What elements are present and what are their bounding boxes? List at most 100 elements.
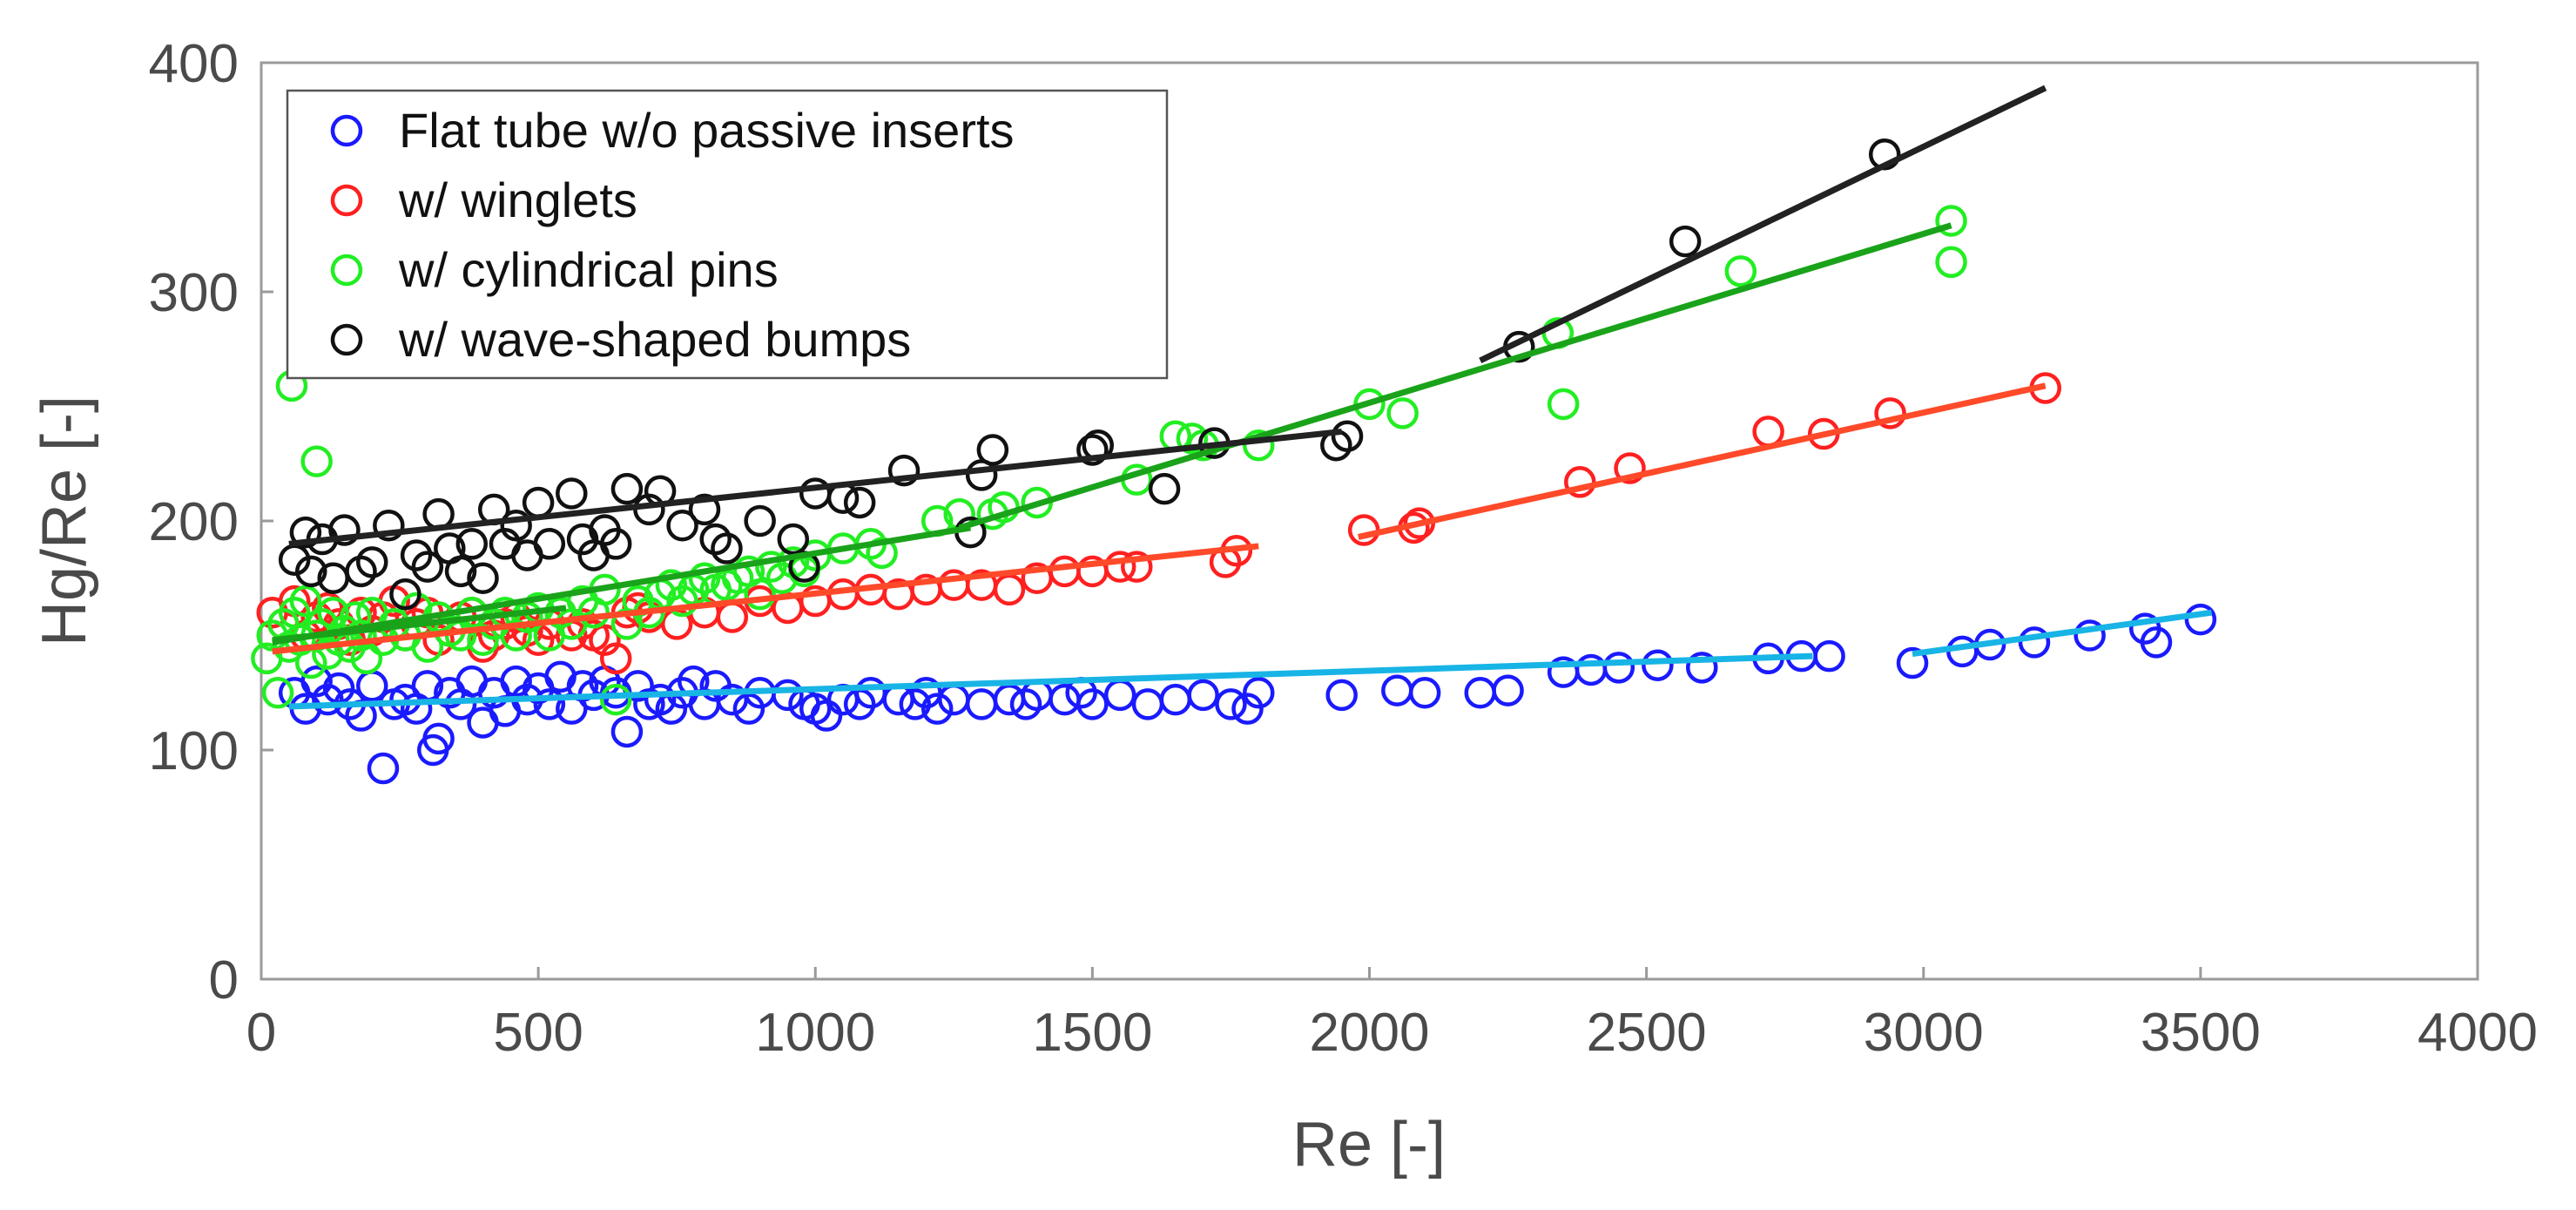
data-point (455, 528, 489, 560)
legend-label: w/ cylindrical pins (398, 242, 779, 297)
data-point (444, 555, 477, 588)
data-point (295, 555, 327, 588)
data-point (1331, 420, 1364, 452)
x-tick-label: 4000 (2418, 1003, 2538, 1063)
data-point (367, 752, 400, 785)
data-point (389, 578, 421, 611)
data-point (467, 562, 499, 594)
data-point (500, 619, 532, 652)
data-point (1215, 688, 1247, 720)
data-point (1148, 472, 1181, 505)
data-point (1935, 205, 1967, 237)
data-point (599, 642, 632, 675)
data-point (655, 569, 688, 601)
fit-line (1479, 84, 2047, 364)
data-point (1076, 434, 1109, 466)
y-tick-label: 300 (149, 263, 239, 323)
data-point (1243, 429, 1275, 462)
data-point (1103, 551, 1136, 583)
data-point (2074, 619, 2106, 652)
data-point (1724, 255, 1757, 287)
data-point (411, 551, 444, 583)
data-point (1896, 646, 1929, 679)
data-point (899, 688, 932, 720)
data-point (1686, 652, 1718, 684)
data-point (666, 585, 698, 618)
x-tick-label: 2500 (1587, 1003, 1707, 1063)
data-point (610, 715, 644, 748)
fit-line (1912, 609, 2213, 658)
series-0 (278, 603, 2217, 785)
legend-label: w/ wave-shaped bumps (398, 312, 911, 367)
data-point (1642, 649, 1674, 681)
legend-marker (330, 114, 363, 147)
fit-line (272, 605, 567, 644)
data-point (556, 477, 588, 510)
data-point (289, 585, 322, 618)
legend-marker (330, 184, 363, 217)
fit-line (958, 222, 1952, 531)
y-tick-label: 100 (149, 721, 239, 781)
axis-ticks: 0 500 1000 1500 2000 2500 3000 3500 4000 0 100 200 3… (149, 34, 2538, 1063)
data-point (300, 665, 333, 698)
data-point (1614, 452, 1646, 484)
data-point (744, 504, 776, 537)
data-point (533, 528, 566, 560)
data-point (1492, 674, 1524, 706)
legend-label: Flat tube w/o passive inserts (399, 103, 1015, 158)
fit-line (1358, 382, 2047, 540)
data-point (1121, 551, 1153, 583)
data-point (599, 528, 632, 560)
fit-line (272, 543, 1259, 655)
y-axis-label: Hg/Re [-] (30, 395, 99, 646)
legend-marker (330, 253, 363, 287)
data-point (1243, 677, 1275, 709)
data-point (810, 700, 843, 732)
x-tick-label: 2000 (1310, 1003, 1430, 1063)
data-point (777, 523, 810, 556)
fit-lines (272, 84, 2213, 710)
data-point (744, 578, 776, 611)
fit-line (288, 652, 1813, 710)
data-point (843, 486, 876, 519)
data-point (400, 539, 433, 571)
data-point (610, 472, 644, 505)
data-point (1669, 225, 1702, 258)
data-point (1187, 679, 1219, 712)
data-point (666, 510, 698, 542)
data-point (1547, 388, 1580, 421)
x-tick-label: 1000 (755, 1003, 875, 1063)
data-point (976, 434, 1009, 466)
data-point (2018, 626, 2051, 659)
data-point (920, 693, 954, 725)
data-point (2184, 603, 2217, 636)
data-point (688, 493, 721, 526)
x-tick-label: 3500 (2141, 1003, 2261, 1063)
data-point (533, 688, 566, 720)
data-point (688, 562, 721, 594)
data-point (622, 670, 654, 702)
data-point (755, 551, 787, 583)
data-point (1813, 639, 1845, 673)
data-point (300, 445, 333, 477)
fit-line (288, 428, 1343, 547)
data-point (599, 683, 632, 716)
data-point (2140, 626, 2173, 659)
data-point (356, 546, 388, 578)
data-point (1231, 693, 1264, 725)
data-point (732, 693, 765, 725)
y-tick-label: 200 (149, 492, 239, 552)
data-point (261, 677, 294, 709)
data-point (711, 532, 743, 564)
data-point (312, 591, 344, 625)
data-point (1408, 677, 1441, 709)
x-axis-label: Re [-] (1292, 1110, 1446, 1180)
data-point (1874, 397, 1906, 429)
data-point (422, 722, 455, 755)
data-point (772, 679, 804, 712)
x-tick-label: 0 (246, 1003, 276, 1063)
data-point (866, 537, 898, 570)
data-point (1935, 246, 1967, 279)
fit-line (272, 524, 971, 646)
